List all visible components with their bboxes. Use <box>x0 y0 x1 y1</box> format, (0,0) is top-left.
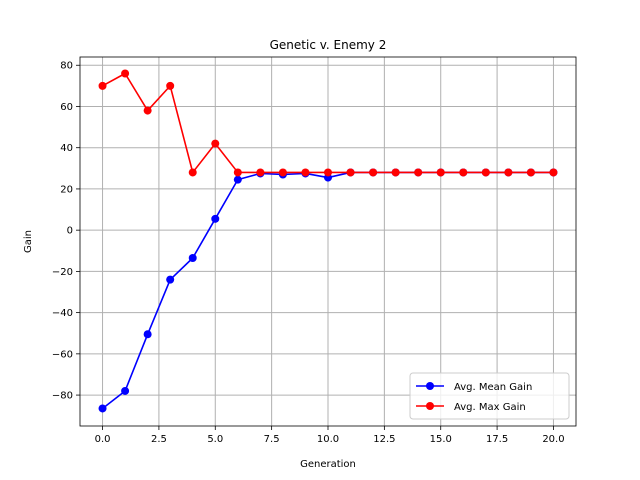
data-point <box>481 168 490 177</box>
data-point <box>98 81 107 90</box>
data-point <box>549 168 558 177</box>
x-tick-label: 10.0 <box>317 434 339 445</box>
y-tick-label: −40 <box>52 308 73 319</box>
data-point <box>143 330 152 339</box>
data-point <box>391 168 400 177</box>
y-tick-label: 0 <box>67 226 73 237</box>
y-axis-label: Gain <box>23 230 34 253</box>
y-tick-label: 40 <box>60 143 73 154</box>
y-axis-ticks: −80 −60 −40 −20 0 20 40 60 80 <box>52 61 80 402</box>
x-tick-label: 20.0 <box>542 434 564 445</box>
x-tick-label: 7.5 <box>264 434 280 445</box>
y-tick-label: 20 <box>60 184 73 195</box>
data-point <box>414 168 423 177</box>
legend: Avg. Mean Gain Avg. Max Gain <box>409 372 570 420</box>
data-point <box>166 275 175 284</box>
data-point <box>436 168 445 177</box>
legend-label: Avg. Max Gain <box>454 402 526 413</box>
data-point <box>256 168 265 177</box>
x-axis-ticks: 0.0 2.5 5.0 7.5 10.0 12.5 15.0 17.5 20.0 <box>95 426 565 445</box>
x-tick-label: 17.5 <box>486 434 508 445</box>
data-point <box>188 253 197 262</box>
y-tick-label: 80 <box>60 61 73 72</box>
series-avg-max-gain <box>98 69 558 177</box>
x-tick-label: 2.5 <box>151 434 167 445</box>
data-point <box>301 168 310 177</box>
data-point <box>324 168 332 177</box>
y-tick-label: −80 <box>52 391 73 402</box>
data-point <box>459 168 468 177</box>
legend-label: Avg. Mean Gain <box>454 382 532 393</box>
x-axis-label: Generation <box>300 459 356 470</box>
x-tick-label: 15.0 <box>430 434 452 445</box>
data-point <box>166 81 175 90</box>
data-point <box>121 69 130 78</box>
x-tick-label: 5.0 <box>207 434 223 445</box>
data-point <box>143 106 152 115</box>
data-point <box>278 168 287 177</box>
y-tick-label: −60 <box>52 349 73 360</box>
data-point <box>233 168 242 177</box>
data-point <box>188 168 197 177</box>
data-point <box>233 175 242 184</box>
grid-lines <box>80 57 576 426</box>
data-point <box>504 168 513 177</box>
data-point <box>211 214 220 223</box>
x-tick-label: 0.0 <box>95 434 111 445</box>
series-layer <box>98 69 558 413</box>
data-point <box>346 168 355 177</box>
x-tick-label: 12.5 <box>373 434 395 445</box>
legend-marker <box>426 402 434 410</box>
data-point <box>369 168 378 177</box>
legend-box <box>409 372 570 420</box>
chart-title: Genetic v. Enemy 2 <box>270 38 387 52</box>
data-point <box>211 139 220 148</box>
data-point <box>526 168 535 177</box>
legend-marker <box>426 382 434 390</box>
y-tick-label: 60 <box>60 102 73 113</box>
legend-items: Avg. Mean Gain Avg. Max Gain <box>416 382 532 413</box>
y-tick-label: −20 <box>52 267 73 278</box>
data-point <box>98 404 107 413</box>
data-point <box>121 386 130 395</box>
